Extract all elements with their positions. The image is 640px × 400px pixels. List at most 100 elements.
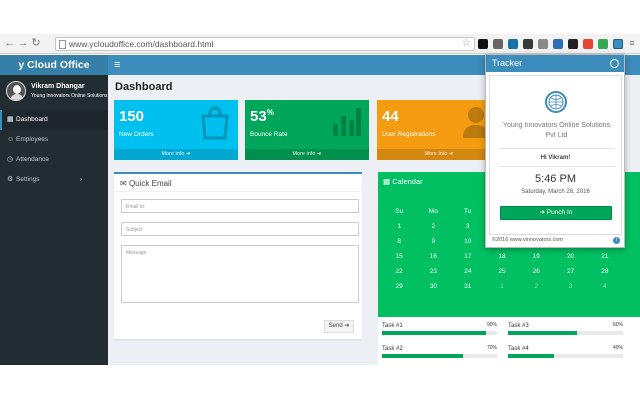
calendar-day[interactable]: 3	[568, 283, 573, 290]
calendar-day[interactable]: 20	[566, 253, 575, 260]
envelope-icon: ✉	[120, 179, 127, 188]
extension-icon[interactable]	[478, 39, 488, 49]
calendar-day[interactable]: 9	[431, 238, 436, 245]
calendar-icon: ▦	[383, 177, 391, 186]
browser-toolbar: ← → ↻ www.ycloudoffice.com/dashboard.htm…	[0, 34, 640, 54]
extension-icon[interactable]	[493, 39, 503, 49]
app-logo[interactable]: y Cloud Office	[0, 55, 108, 75]
calendar-day[interactable]: 24	[464, 268, 472, 275]
subject-input[interactable]: Subject	[121, 222, 359, 236]
more-info-link[interactable]: More info ➔	[377, 149, 501, 160]
app-header: y Cloud Office ≡	[0, 55, 640, 75]
bar-chart-icon	[333, 108, 361, 136]
clock-icon[interactable]	[610, 59, 619, 68]
calendar-day[interactable]: 31	[464, 283, 472, 290]
email-to-input[interactable]: Email to:	[121, 199, 359, 213]
dashboard-icon: ▦	[7, 116, 14, 123]
calendar-day[interactable]: 29	[395, 283, 403, 290]
stat-value: 53	[250, 108, 267, 125]
sidebar-item-label: Settings	[16, 176, 40, 183]
calendar-day[interactable]: 30	[429, 283, 438, 290]
more-info-link[interactable]: More info ➔	[245, 149, 369, 160]
calendar-day[interactable]: 26	[532, 268, 540, 275]
task-progress: Task #4 40%	[508, 343, 623, 363]
send-button[interactable]: Send ➔	[324, 320, 354, 333]
info-icon[interactable]: i	[613, 237, 620, 244]
stat-box-users: 44 User Registrations More info ➔	[377, 100, 501, 160]
tracker-header: Tracker	[486, 55, 624, 72]
user-panel: Vikram Dhangar Young Innovators Online S…	[0, 75, 108, 110]
bars-icon[interactable]: ≡	[114, 59, 121, 71]
sign-in-icon: ➔	[539, 209, 545, 216]
clock-icon: ◷	[7, 156, 14, 163]
calendar-dow: Su	[395, 208, 404, 215]
users-icon: ☺	[7, 136, 15, 143]
progress-fill	[508, 331, 577, 335]
calendar-day[interactable]: 18	[498, 253, 506, 260]
company-logo	[545, 91, 567, 113]
tracker-popup: Tracker Young Innovators Online Solution…	[485, 54, 625, 248]
calendar-day[interactable]: 25	[498, 268, 506, 275]
calendar-day[interactable]: 10	[464, 238, 472, 245]
punch-in-button[interactable]: ➔ Punch In	[500, 206, 612, 220]
tracker-extension-icon[interactable]	[613, 39, 623, 49]
chrome-menu-icon[interactable]: ≡	[629, 38, 635, 48]
sidebar-item-dashboard[interactable]: ▦ Dashboard	[0, 110, 108, 130]
user-org: Young Innovators Online Solutions	[31, 93, 108, 99]
sidebar-item-label: Employees	[16, 136, 49, 143]
calendar-day[interactable]: 15	[395, 253, 403, 260]
address-bar[interactable]: www.ycloudoffice.com/dashboard.html ☆	[55, 37, 475, 51]
calendar-dow: Tu	[464, 208, 472, 215]
chevron-right-icon: ›	[79, 176, 82, 183]
calendar-title: ▦ Calendar	[383, 177, 423, 186]
user-name: Vikram Dhangar	[31, 83, 85, 90]
sidebar-item-employees[interactable]: ☺ Employees	[0, 130, 108, 150]
calendar-day[interactable]: 3	[465, 223, 470, 230]
extension-icon[interactable]	[538, 39, 548, 49]
extension-icon[interactable]	[523, 39, 533, 49]
sidebar-item-label: Attendance	[16, 156, 49, 163]
calendar-day[interactable]: 16	[429, 253, 438, 260]
tracker-footer[interactable]: ©2016 www.vinnovators.com	[492, 237, 564, 243]
extension-icon[interactable]	[598, 39, 608, 49]
reload-icon[interactable]: ↻	[31, 37, 41, 49]
extension-icon[interactable]	[508, 39, 518, 49]
calendar-day[interactable]: 28	[601, 268, 609, 275]
calendar-day[interactable]: 22	[395, 268, 403, 275]
calendar-day[interactable]: 23	[429, 268, 438, 275]
calendar-day[interactable]: 19	[532, 253, 540, 260]
back-icon[interactable]: ←	[4, 37, 16, 49]
page-title: Dashboard	[115, 81, 173, 93]
stat-box-bounce: 53% Bounce Rate More info ➔	[245, 100, 369, 160]
progress-fill	[382, 331, 486, 335]
tracker-time: 5:46 PM	[535, 173, 576, 185]
calendar-day[interactable]: 17	[464, 253, 472, 260]
quick-email-title: ✉ Quick Email	[120, 179, 172, 188]
extension-icon[interactable]	[553, 39, 563, 49]
more-info-link[interactable]: More info ➔	[114, 149, 238, 160]
tracker-date: Saturday, March 26, 2016	[521, 189, 590, 195]
calendar-day[interactable]: 1	[397, 223, 401, 230]
stat-label: New Orders	[119, 131, 154, 138]
extension-icon[interactable]	[568, 39, 578, 49]
stat-label: Bounce Rate	[250, 131, 288, 138]
message-textarea[interactable]: Message	[121, 245, 359, 303]
calendar-day[interactable]: 1	[500, 283, 504, 290]
stat-box-orders: 150 New Orders More info ➔	[114, 100, 238, 160]
task-progress: Task #1 90%	[382, 320, 497, 340]
calendar-day[interactable]: 27	[566, 268, 575, 275]
calendar-day[interactable]: 8	[397, 238, 401, 245]
star-icon[interactable]: ☆	[462, 38, 471, 49]
sidebar-item-settings[interactable]: ⚙ Settings ›	[0, 170, 108, 190]
tracker-greeting: Hi Vikram!	[540, 155, 571, 161]
task-progress: Task #2 70%	[382, 343, 497, 363]
calendar-day[interactable]: 21	[601, 253, 609, 260]
calendar-day[interactable]: 4	[603, 283, 607, 290]
forward-icon[interactable]: →	[17, 37, 29, 49]
extension-icon[interactable]	[583, 39, 593, 49]
calendar-day[interactable]: 2	[431, 223, 436, 230]
sidebar-item-attendance[interactable]: ◷ Attendance	[0, 150, 108, 170]
avatar	[6, 81, 26, 101]
progress-fill	[508, 354, 554, 358]
calendar-day[interactable]: 2	[534, 283, 539, 290]
